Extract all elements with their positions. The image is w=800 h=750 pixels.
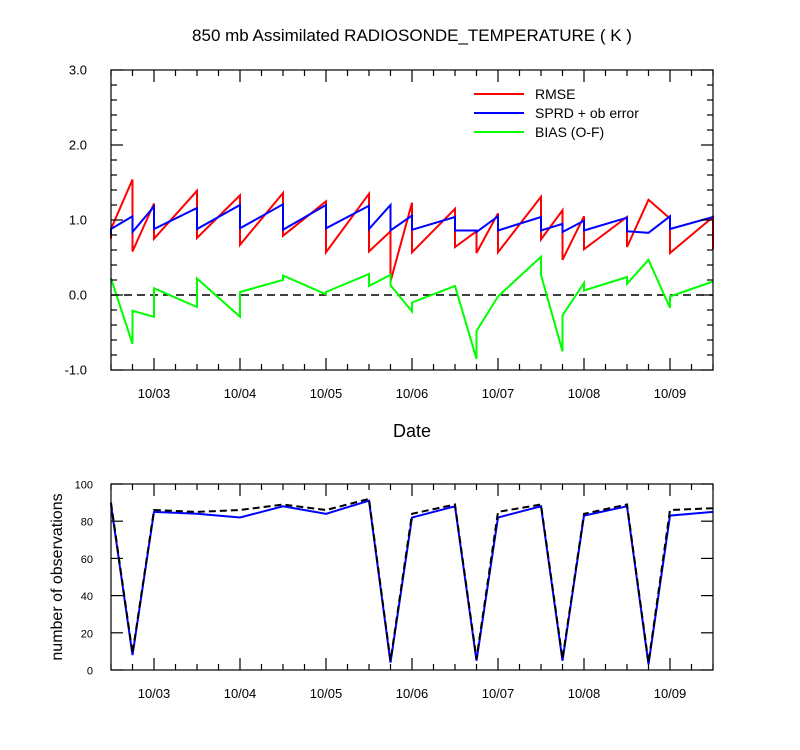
chart-title: 850 mb Assimilated RADIOSONDE_TEMPERATUR… [192, 26, 632, 45]
bottom-plot: 10/03 10/04 10/05 10/06 10/07 10/08 10/09 0 20 40… [75, 480, 714, 701]
x-tick-label: 10/03 [138, 686, 171, 701]
series-line-sprd-ob-error [110, 202, 714, 235]
y-tick-label: 1.0 [69, 213, 87, 228]
y-tick-label: 100 [75, 480, 93, 492]
y-tick-label: 2.0 [69, 138, 87, 153]
x-tick-label: 10/08 [568, 686, 601, 701]
legend-label-sprd-ob-error: SPRD + ob error [535, 105, 639, 121]
y-tick-label: 20 [81, 628, 93, 640]
x-tick-label: 10/04 [224, 686, 257, 701]
x-tick-label: 10/08 [568, 386, 601, 401]
y-tick-label: 0 [87, 666, 93, 678]
x-tick-label: 10/05 [310, 386, 343, 401]
series-line-rmse [110, 179, 714, 282]
x-tick-label: 10/03 [138, 386, 171, 401]
y-tick-label: 60 [81, 554, 93, 566]
x-tick-label: 10/04 [224, 386, 257, 401]
legend-label-rmse: RMSE [535, 86, 575, 102]
series-line-observations-assimilated [110, 499, 714, 665]
y-tick-label: 0.0 [69, 288, 87, 303]
x-tick-label: 10/06 [396, 686, 429, 701]
legend-label-bias-o-f: BIAS (O-F) [535, 124, 604, 140]
x-tick-label: 10/07 [482, 686, 515, 701]
y-tick-label: 3.0 [69, 63, 87, 78]
y-tick-label: 40 [81, 591, 93, 603]
x-tick-label: 10/07 [482, 386, 515, 401]
y-axis-label-observations: number of observations [49, 493, 66, 660]
x-tick-label: 10/05 [310, 686, 343, 701]
series-line-bias-o-f [110, 254, 714, 360]
top-plot: 10/03 10/04 10/05 10/06 10/07 10/08 10/09 -1.0 0… [65, 63, 714, 401]
x-tick-label: 10/09 [654, 386, 687, 401]
x-axis-label: Date [393, 421, 431, 441]
x-tick-label: 10/06 [396, 386, 429, 401]
x-tick-label: 10/09 [654, 686, 687, 701]
y-tick-label: 80 [81, 517, 93, 529]
series-line-observations-possible [110, 497, 714, 663]
y-tick-label: -1.0 [65, 363, 87, 378]
